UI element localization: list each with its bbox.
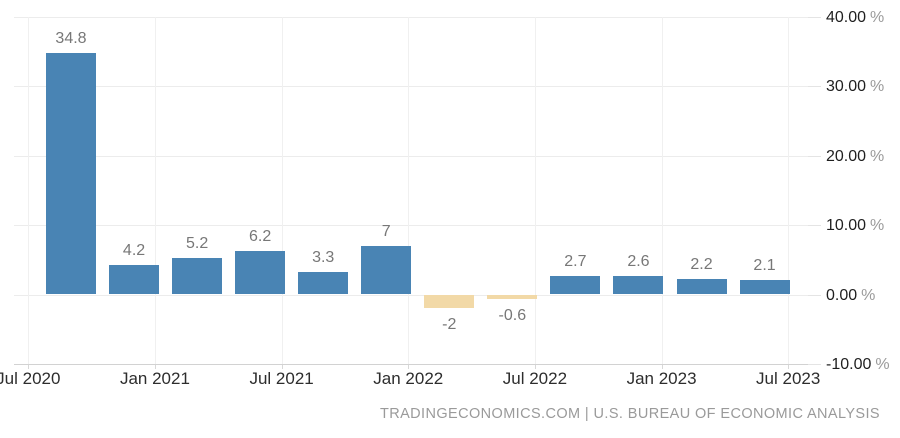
bar[interactable] xyxy=(109,265,160,295)
x-tick-label: Jul 2021 xyxy=(249,369,314,388)
y-axis-tick xyxy=(808,16,821,18)
bar-value-label: 3.3 xyxy=(312,248,335,266)
attribution-text: TRADINGECONOMICS.COM | U.S. BUREAU OF EC… xyxy=(379,406,880,422)
x-axis-tick xyxy=(408,364,410,369)
y-tick-number: 40.00 xyxy=(826,8,867,26)
gridline-vertical xyxy=(408,16,410,364)
x-axis-tick xyxy=(788,364,790,369)
bar-value-label: 34.8 xyxy=(55,29,87,47)
gridline-horizontal xyxy=(14,155,808,157)
bar-value-label: 2.2 xyxy=(690,256,713,274)
y-axis-tick xyxy=(808,294,821,296)
gridline-vertical xyxy=(28,16,30,364)
y-tick-number: 0.00 xyxy=(826,286,858,304)
y-tick-percent: % xyxy=(870,78,885,95)
y-tick-percent: % xyxy=(875,356,890,373)
bar-value-label: 2.7 xyxy=(564,252,587,270)
bar[interactable] xyxy=(487,294,538,299)
y-tick-percent: % xyxy=(870,217,885,234)
bar[interactable] xyxy=(739,279,790,295)
y-tick-percent: % xyxy=(870,8,885,26)
gridline-horizontal xyxy=(14,294,808,296)
x-axis-tick xyxy=(534,364,536,369)
gridline-vertical xyxy=(788,16,790,364)
gridline-horizontal xyxy=(14,16,808,18)
gridline-vertical xyxy=(154,16,156,364)
y-tick-percent: % xyxy=(861,286,876,304)
y-axis-tick xyxy=(808,225,821,226)
y-axis-tick xyxy=(808,364,821,365)
gridline-horizontal xyxy=(14,86,808,87)
x-tick-label: Jan 2023 xyxy=(626,369,697,388)
bar[interactable] xyxy=(298,271,349,295)
x-axis-tick xyxy=(154,364,156,369)
y-tick-label: 10.00% xyxy=(826,217,884,235)
bar[interactable] xyxy=(550,275,601,295)
bar-value-label: 4.2 xyxy=(122,242,146,260)
y-axis-tick xyxy=(808,86,821,87)
y-tick-label: -10.00% xyxy=(826,356,890,374)
y-tick-label: 20.00% xyxy=(826,148,884,166)
bar[interactable] xyxy=(361,245,412,295)
bar[interactable] xyxy=(424,294,475,309)
x-tick-label: Jul 2022 xyxy=(502,369,568,388)
gridline-vertical xyxy=(534,16,536,364)
x-tick-label: Jul 2023 xyxy=(756,369,821,388)
bar[interactable] xyxy=(676,279,727,295)
bar[interactable] xyxy=(613,276,664,295)
y-tick-label: 40.00% xyxy=(826,9,884,27)
y-tick-label: 0.00% xyxy=(826,287,875,305)
y-tick-percent: % xyxy=(870,147,885,165)
bar-value-label: 6.2 xyxy=(249,228,272,246)
bar[interactable] xyxy=(172,258,223,295)
y-tick-number: 20.00 xyxy=(826,147,867,165)
bar-value-label: 2.6 xyxy=(627,253,650,271)
x-axis-line xyxy=(14,364,808,365)
y-tick-label: 30.00% xyxy=(826,78,884,96)
bar-value-label: 5.2 xyxy=(185,235,209,253)
bar[interactable] xyxy=(235,251,286,295)
x-tick-label: Jan 2021 xyxy=(119,369,190,388)
gridline-vertical xyxy=(661,16,663,364)
x-axis-tick xyxy=(281,364,283,369)
x-tick-label: Jul 2020 xyxy=(0,369,61,388)
gridline-horizontal xyxy=(14,225,808,226)
x-axis-tick xyxy=(28,364,30,369)
x-tick-label: Jan 2022 xyxy=(373,369,444,388)
bar-value-label: -2 xyxy=(442,316,457,334)
y-tick-number: 30.00 xyxy=(826,78,867,95)
y-axis-tick xyxy=(808,155,821,157)
gridline-vertical xyxy=(281,16,283,364)
y-tick-number: -10.00 xyxy=(826,356,872,373)
bar-value-label: 2.1 xyxy=(753,256,776,274)
y-tick-number: 10.00 xyxy=(826,217,867,234)
bar-value-label: 7 xyxy=(381,222,391,240)
bar[interactable] xyxy=(46,52,96,295)
x-axis-tick xyxy=(661,364,663,369)
bar-value-label: -0.6 xyxy=(498,306,527,324)
